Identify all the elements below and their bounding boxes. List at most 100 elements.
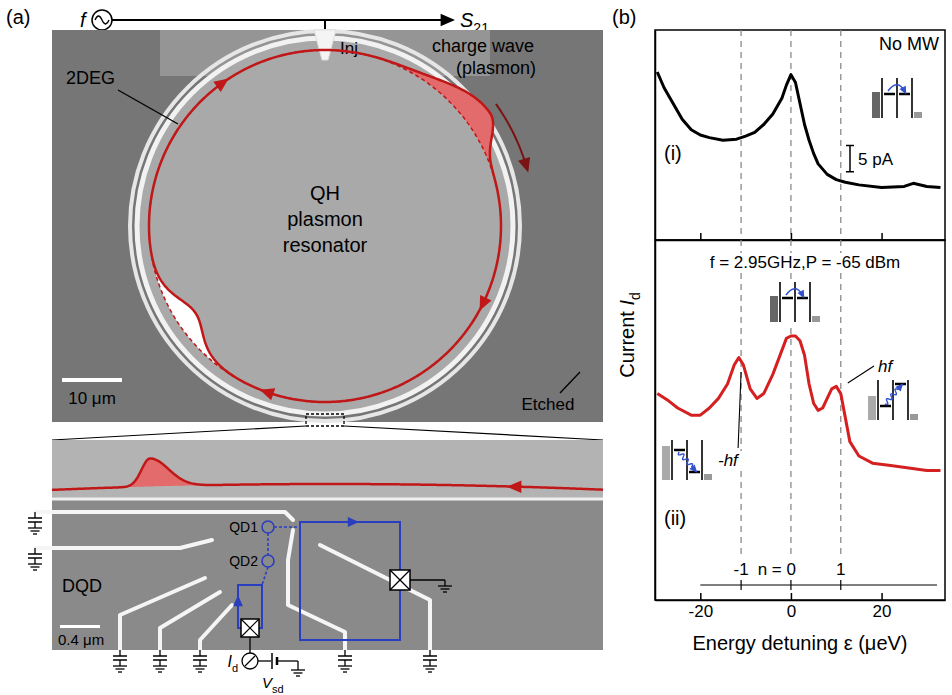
- gate: [320, 545, 430, 650]
- ground-line: [28, 563, 42, 564]
- gate: [288, 530, 345, 650]
- contact-box: [390, 570, 410, 590]
- current-arrow: [233, 595, 243, 606]
- energy-diagram: [767, 279, 823, 325]
- tick-mark: [791, 233, 793, 240]
- lead: [868, 396, 876, 420]
- wire: [444, 580, 445, 586]
- axis-title-main: Current: [616, 306, 638, 378]
- contact-cross: [241, 619, 259, 637]
- barrier: [911, 78, 913, 118]
- wire: [159, 660, 160, 666]
- gate: [120, 578, 205, 650]
- source: [92, 10, 112, 30]
- chart-texts: (i)No MW5 pA: [664, 34, 939, 172]
- plot-frame: [655, 240, 945, 600]
- level: [782, 297, 793, 300]
- quantum-dot: [262, 521, 274, 533]
- photon-label: n = 0: [758, 560, 796, 579]
- inset-background: [869, 75, 925, 121]
- ground-line: [443, 591, 447, 592]
- tick-mark: [791, 593, 793, 600]
- ground-line: [343, 671, 347, 672]
- plate: [423, 655, 437, 657]
- level: [880, 405, 891, 408]
- tick: 0: [787, 593, 796, 621]
- ground-line: [158, 671, 162, 672]
- pointer: [560, 372, 580, 393]
- tick: [700, 233, 701, 240]
- current-arrow: [348, 517, 359, 527]
- barrier: [877, 380, 879, 420]
- bias-label: Vsd: [262, 674, 284, 695]
- wire: [410, 579, 445, 580]
- ground-line: [341, 668, 350, 669]
- scale-bar-cap: [846, 145, 854, 147]
- leader: [848, 366, 874, 383]
- level: [884, 93, 895, 96]
- outer-ring: [130, 31, 520, 421]
- scale-label: 0.4 μm: [58, 631, 104, 648]
- tick: [791, 233, 792, 240]
- ohmic-contact: [390, 570, 410, 590]
- current-label: Id: [227, 653, 238, 674]
- wire: [344, 660, 345, 666]
- wave-label: charge wave: [432, 36, 534, 56]
- lead: [812, 316, 820, 322]
- scale-label: 10 μm: [68, 389, 116, 408]
- tunnel-path: [262, 567, 268, 585]
- battery-plate: [271, 653, 273, 669]
- label-background: [708, 253, 903, 272]
- mesa-edge: [52, 498, 603, 501]
- ground-line: [156, 668, 165, 669]
- barrier: [896, 78, 898, 118]
- resonator-label: resonator: [283, 234, 368, 256]
- plasmon-pulse: [100, 458, 230, 488]
- edge-arrow: [507, 480, 521, 493]
- ground-capacitor: [338, 650, 352, 672]
- plasmon-dip: [151, 251, 236, 378]
- level: [674, 449, 685, 452]
- photon-label: 1: [836, 560, 845, 579]
- ground-line: [428, 671, 432, 672]
- axis-line: [656, 600, 946, 602]
- ground-line: [118, 671, 122, 672]
- ground-line: [296, 675, 300, 676]
- label-background: [716, 451, 742, 470]
- wire: [344, 650, 345, 656]
- resonator-label: plasmon: [287, 208, 363, 230]
- wire: [159, 650, 160, 656]
- photon-tick: [740, 580, 741, 590]
- ground-line: [426, 668, 435, 669]
- output-label-main: S: [460, 9, 474, 31]
- ammeter-needle: [245, 656, 255, 666]
- axis-title-sub: d: [627, 292, 643, 300]
- chart: (i)No MW5 pA: [655, 30, 946, 241]
- wire: [199, 650, 200, 656]
- ground-line: [196, 668, 205, 669]
- tick-mark: [881, 233, 883, 240]
- wire: [429, 650, 430, 656]
- tunnel-arrow-head: [900, 86, 907, 95]
- propagation-arrow: [518, 157, 530, 173]
- tick: 20: [873, 593, 892, 621]
- gate: [35, 540, 212, 548]
- current-label-sub: d: [232, 662, 238, 674]
- contact-box: [241, 619, 259, 637]
- ground-line: [294, 672, 303, 673]
- reference-line: [740, 30, 741, 240]
- photon-arrow-head: [689, 464, 697, 472]
- leader: [738, 372, 741, 448]
- tick: [882, 233, 883, 240]
- wave-label: (plasmon): [456, 58, 536, 78]
- plot-area: [657, 240, 940, 558]
- lead: [914, 112, 922, 118]
- plate: [153, 655, 167, 657]
- scale-bar: [60, 625, 100, 628]
- level: [797, 297, 808, 300]
- scale-bar-cap: [846, 171, 854, 173]
- two-deg-zoom: [52, 440, 603, 498]
- energy-diagram: [869, 75, 925, 121]
- pointer: [118, 90, 178, 124]
- axis-line: [655, 241, 657, 601]
